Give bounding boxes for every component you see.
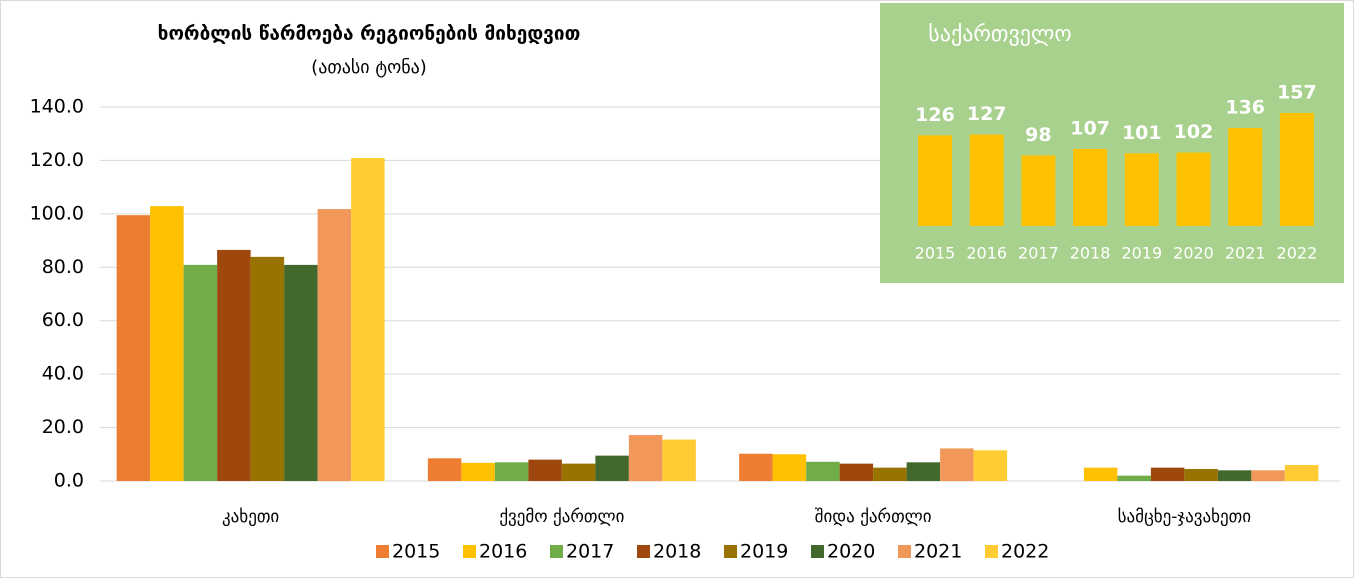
- x-tick-label: 2021: [1225, 244, 1266, 263]
- bar: [940, 448, 974, 481]
- bar: [1117, 475, 1151, 481]
- bar: [973, 450, 1008, 481]
- bar: [217, 249, 251, 481]
- legend-swatch: [550, 545, 563, 558]
- bar: [1083, 467, 1118, 481]
- x-tick-label: კახეთი: [222, 507, 279, 527]
- legend-label: 2015: [392, 541, 440, 563]
- bar: [561, 463, 596, 481]
- x-tick-label: 2016: [966, 244, 1007, 263]
- bar: [1073, 148, 1108, 226]
- bar: [461, 462, 495, 481]
- data-label: 136: [1225, 97, 1265, 119]
- y-tick-label: 40.0: [42, 363, 84, 385]
- legend-label: 2017: [566, 541, 614, 563]
- bar: [1228, 128, 1263, 226]
- legend-swatch: [898, 545, 911, 558]
- data-label: 101: [1122, 122, 1162, 144]
- y-tick-label: 100.0: [30, 202, 84, 224]
- legend-swatch: [811, 545, 824, 558]
- bar: [1021, 155, 1056, 226]
- bar: [317, 209, 352, 481]
- data-label: 102: [1174, 121, 1214, 143]
- bar: [1251, 470, 1285, 481]
- legend-label: 2021: [914, 541, 962, 563]
- inset-title: საქართველო: [928, 22, 1071, 47]
- bar: [1284, 464, 1319, 481]
- chart-subtitle: (ათასი ტონა): [311, 57, 427, 78]
- legend-swatch: [376, 545, 389, 558]
- legend-label: 2019: [740, 541, 788, 563]
- data-label: 107: [1070, 117, 1110, 139]
- legend-label: 2020: [827, 541, 875, 563]
- bar: [595, 455, 629, 481]
- legend-swatch: [724, 545, 737, 558]
- data-label: 157: [1277, 81, 1317, 103]
- bar: [739, 453, 773, 481]
- bar: [427, 458, 462, 481]
- legend-label: 2018: [653, 541, 701, 563]
- data-label: 127: [967, 103, 1007, 125]
- y-tick-label: 80.0: [42, 256, 84, 278]
- y-tick-label: 120.0: [30, 149, 84, 171]
- bar: [772, 454, 807, 481]
- data-label: 126: [915, 104, 955, 126]
- x-tick-label: 2022: [1277, 244, 1318, 263]
- bar: [250, 256, 285, 481]
- bar: [1150, 467, 1185, 481]
- x-tick-label: სამცხე-ჯავახეთი: [1118, 507, 1251, 527]
- x-tick-label: შიდა ქართლი: [815, 507, 932, 527]
- x-tick-label: 2015: [915, 244, 956, 263]
- y-tick-label: 0.0: [54, 470, 84, 492]
- bar: [116, 215, 151, 481]
- x-tick-label: 2020: [1173, 244, 1214, 263]
- bar: [183, 264, 218, 481]
- bar: [839, 463, 874, 481]
- legend-label: 2022: [1001, 541, 1049, 563]
- legend-swatch: [637, 545, 650, 558]
- bar: [1124, 153, 1159, 226]
- bar: [1176, 152, 1211, 226]
- main-chart: ხორბლის წარმოება რეგიონების მიხედვით (ათა…: [30, 23, 1340, 563]
- y-tick-label: 60.0: [42, 309, 84, 331]
- chart-title: ხორბლის წარმოება რეგიონების მიხედვით: [158, 23, 581, 45]
- bar: [351, 158, 385, 481]
- inset-background: [880, 3, 1344, 283]
- bar: [1217, 470, 1252, 481]
- bar: [494, 462, 529, 481]
- y-tick-label: 140.0: [30, 96, 84, 118]
- bar: [150, 206, 184, 482]
- legend-swatch: [985, 545, 998, 558]
- inset-chart: საქართველო 126 2015 127 2016 98 2017 107 2018 101…: [880, 3, 1344, 283]
- data-label: 98: [1025, 124, 1051, 146]
- bar: [662, 439, 696, 481]
- bar: [528, 459, 562, 481]
- bar: [918, 135, 952, 226]
- bar: [284, 264, 318, 481]
- y-tick-label: 20.0: [42, 416, 84, 438]
- x-tick-label: 2018: [1070, 244, 1111, 263]
- legend-swatch: [463, 545, 476, 558]
- bar: [1279, 112, 1314, 226]
- x-tick-label: ქვემო ქართლი: [499, 507, 624, 527]
- bar: [628, 435, 663, 481]
- bar: [873, 467, 907, 481]
- bar: [806, 461, 840, 481]
- x-tick-label: 2017: [1018, 244, 1059, 263]
- x-tick-label: 2019: [1121, 244, 1162, 263]
- legend-label: 2016: [479, 541, 527, 563]
- bar: [906, 462, 941, 481]
- bar: [1184, 468, 1218, 481]
- bar: [969, 134, 1004, 226]
